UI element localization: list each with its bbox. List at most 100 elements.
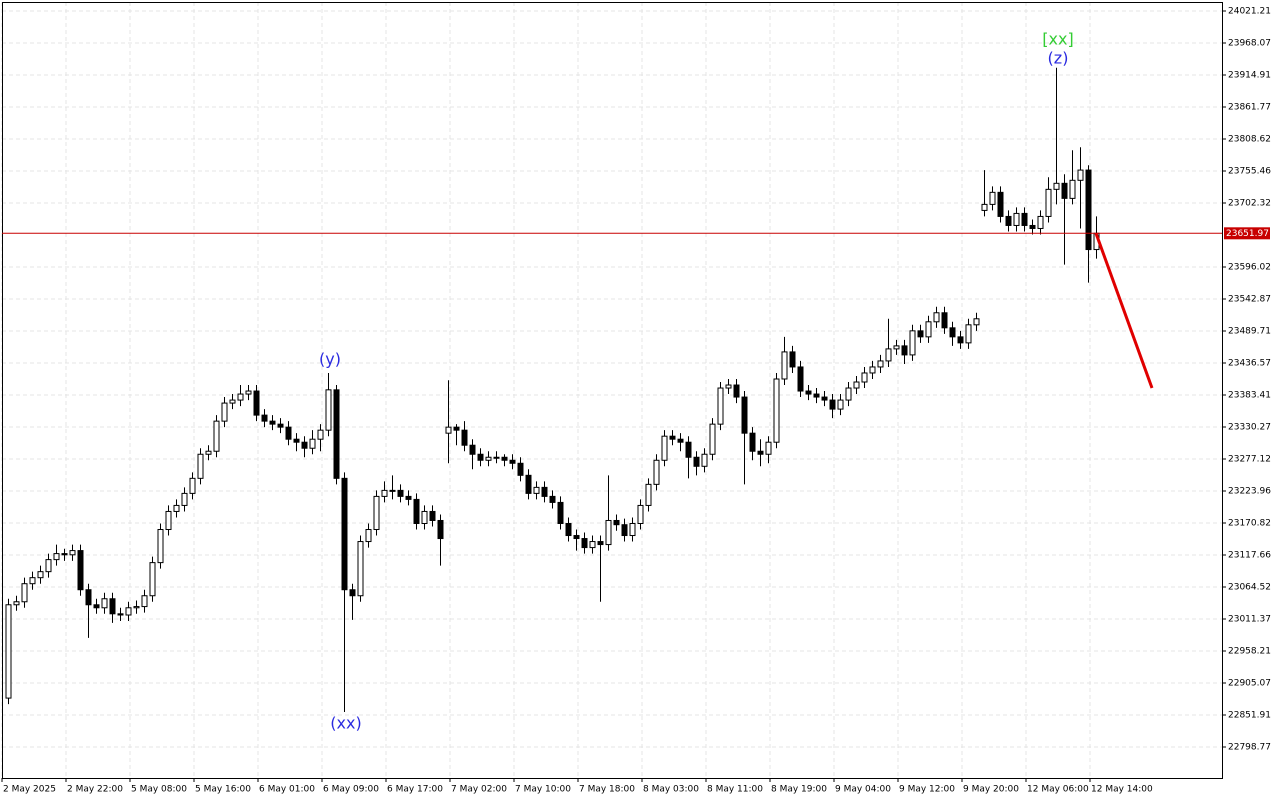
candle-body xyxy=(101,598,108,609)
candle-body xyxy=(93,604,100,609)
candle-body xyxy=(213,420,220,452)
candle-body xyxy=(669,435,676,440)
candle-body xyxy=(461,429,468,446)
candle-body xyxy=(573,535,580,540)
candle-body xyxy=(37,571,44,579)
candle-body xyxy=(1045,188,1052,217)
candle-body xyxy=(405,495,412,500)
candle-body xyxy=(677,438,684,443)
candle-body xyxy=(741,396,748,434)
x-tick-label: 5 May 08:00 xyxy=(131,785,187,795)
candle-body xyxy=(1021,212,1028,226)
candle-body xyxy=(773,378,780,443)
candle-body xyxy=(709,423,716,455)
candle-body xyxy=(173,504,180,512)
candle-body xyxy=(829,399,836,410)
wave-label: (y) xyxy=(319,350,341,369)
y-tick-label: 23117.66 xyxy=(1228,551,1271,561)
candle-body xyxy=(565,522,572,537)
candle-body xyxy=(661,435,668,461)
candle-body xyxy=(197,453,204,479)
y-tick-label: 23223.96 xyxy=(1228,487,1271,497)
y-tick-label: 24021.21 xyxy=(1228,7,1271,17)
candle-body xyxy=(509,459,516,464)
candle-body xyxy=(333,389,340,479)
x-tick-label: 7 May 02:00 xyxy=(451,785,507,795)
candle-body xyxy=(765,441,772,455)
candle-body xyxy=(645,483,652,506)
candle-body xyxy=(341,477,348,591)
candle-body xyxy=(53,553,60,561)
candle-body xyxy=(285,426,292,440)
candle-body xyxy=(109,598,116,615)
candle-body xyxy=(253,390,260,416)
y-tick-label: 23064.52 xyxy=(1228,582,1271,592)
candle-body xyxy=(957,336,964,344)
candle-body xyxy=(533,486,540,494)
candle-body xyxy=(933,312,940,323)
y-tick-label: 23170.82 xyxy=(1228,518,1271,528)
candle-body xyxy=(781,351,788,380)
candle-body xyxy=(813,393,820,398)
candle-body xyxy=(13,601,20,606)
candle-body xyxy=(989,191,996,205)
candle-body xyxy=(701,453,708,467)
candle-body xyxy=(637,504,644,524)
y-tick-label: 23808.62 xyxy=(1228,134,1271,144)
candle-body xyxy=(917,330,924,338)
candle-body xyxy=(77,550,84,591)
candle-body xyxy=(653,459,660,485)
x-tick-label: 8 May 11:00 xyxy=(707,785,763,795)
candle-body xyxy=(757,450,764,455)
candle-body xyxy=(261,414,268,422)
candle-body xyxy=(853,381,860,389)
candle-body xyxy=(29,577,36,585)
candle-body xyxy=(981,203,988,211)
candle-body xyxy=(549,495,556,503)
candle-body xyxy=(293,438,300,443)
y-tick-label: 22851.91 xyxy=(1228,711,1271,721)
candle-body xyxy=(613,519,620,526)
candle-body xyxy=(965,324,972,344)
candle-body xyxy=(237,393,244,401)
candle-body xyxy=(901,345,908,356)
candle-body xyxy=(925,321,932,338)
candle-body xyxy=(581,538,588,549)
candle-body xyxy=(621,524,628,537)
candle-body xyxy=(477,453,484,461)
candle-body xyxy=(349,589,356,597)
candle-body xyxy=(421,510,428,524)
y-tick-label: 23596.02 xyxy=(1228,262,1271,272)
candle-body xyxy=(245,390,252,395)
candle-body xyxy=(357,541,364,597)
candle-body xyxy=(525,474,532,494)
candle-body xyxy=(1029,224,1036,229)
candle-body xyxy=(845,387,852,401)
candle-body xyxy=(517,462,524,476)
candle-body xyxy=(301,441,308,449)
candle-body xyxy=(541,486,548,497)
y-tick-label: 23968.07 xyxy=(1228,38,1271,48)
y-tick-label: 23330.27 xyxy=(1228,422,1271,432)
candle-body xyxy=(589,541,596,549)
candle-body xyxy=(821,396,828,401)
x-tick-label: 9 May 12:00 xyxy=(899,785,955,795)
candle-body xyxy=(437,519,444,540)
candle-body xyxy=(389,489,396,492)
candle-body xyxy=(1005,215,1012,226)
candle-body xyxy=(1037,215,1044,229)
candle-body xyxy=(1061,182,1068,199)
candle-body xyxy=(1077,169,1084,181)
candle-body xyxy=(733,384,740,398)
candle-body xyxy=(205,450,212,455)
candle-body xyxy=(493,456,500,459)
candle-body xyxy=(1069,179,1076,199)
y-tick-label: 22905.07 xyxy=(1228,678,1271,688)
candle-body xyxy=(949,327,956,338)
wave-label: [xx] xyxy=(1042,30,1073,49)
candle-body xyxy=(445,426,452,434)
candle-body xyxy=(973,318,980,326)
y-tick-label: 22958.21 xyxy=(1228,647,1271,657)
candle-body xyxy=(877,360,884,368)
